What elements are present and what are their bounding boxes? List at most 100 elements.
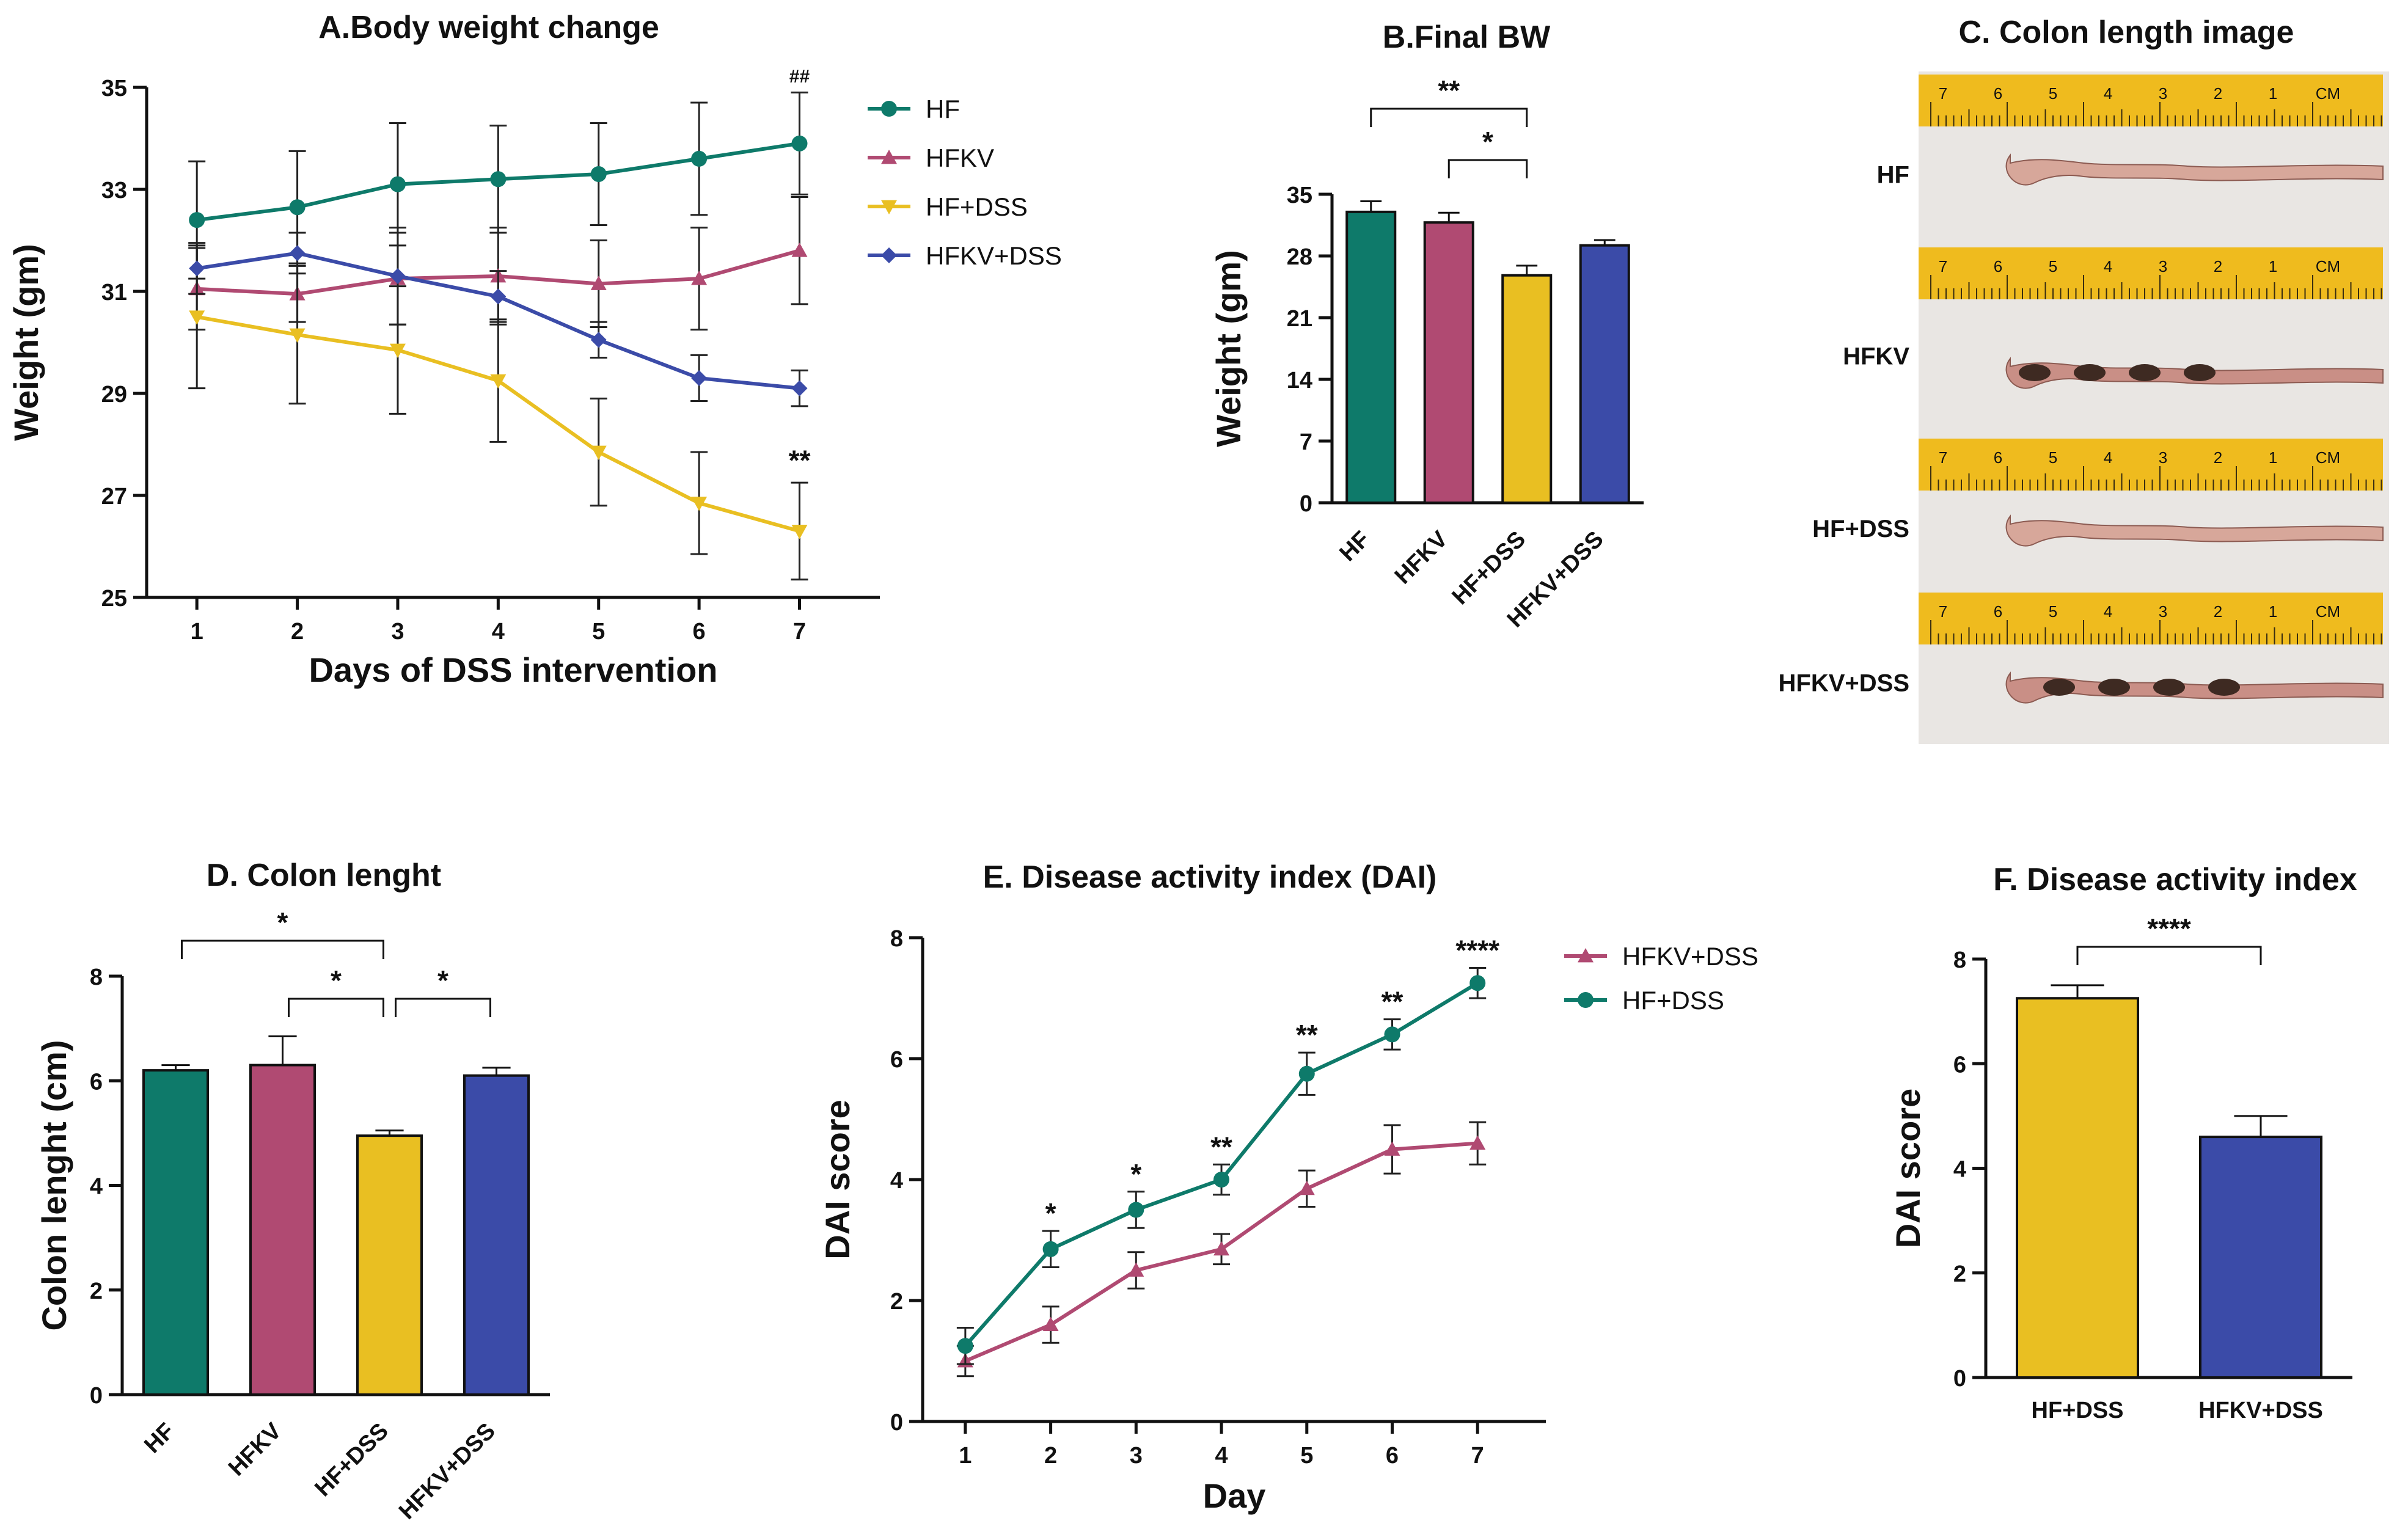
x-tick-label: 6 (1386, 1443, 1399, 1469)
data-point (1469, 975, 1486, 991)
x-tick-label: 5 (592, 619, 605, 644)
y-tick-label: 0 (1300, 491, 1312, 517)
chart-F: F. Disease activity index 0 2 4 6 8 HF+DSS HFKV… (1889, 862, 2357, 1423)
y-tick-label: 6 (90, 1069, 103, 1095)
ruler-digit: 5 (2049, 257, 2057, 276)
ruler-digit: 1 (2269, 257, 2277, 276)
x-tick-label: HFKV+DSS (2198, 1398, 2323, 1423)
ruler-digit: 3 (2159, 448, 2167, 467)
significance-label: **** (2147, 913, 2191, 944)
significance-label: ** (1296, 1019, 1318, 1051)
colon-photo-2: 7 6 5 4 3 2 1 CM (1919, 436, 2389, 589)
y-axis-label: DAI score (1889, 1089, 1927, 1248)
significance-label: * (277, 907, 288, 938)
y-tick-label: 0 (890, 1410, 903, 1436)
x-tick-label: 5 (1300, 1443, 1313, 1469)
colon-photo-1: 7 6 5 4 3 2 1 CM (1919, 244, 2389, 436)
x-tick-label: 3 (391, 619, 404, 644)
data-point (957, 1338, 973, 1354)
data-point (389, 343, 406, 359)
bar-hfkv (1423, 221, 1474, 504)
data-point (791, 135, 808, 151)
significance-label: ** (789, 445, 811, 476)
legend-marker (1578, 948, 1594, 963)
data-point (791, 243, 808, 257)
significance-label: * (331, 965, 342, 996)
x-tick-label: 2 (1044, 1443, 1057, 1469)
x-tick-label: 7 (1471, 1443, 1484, 1469)
chart-title: A.Body weight change (318, 10, 659, 45)
x-axis-label: Days of DSS intervention (309, 651, 717, 689)
ruler-digit: CM (2316, 84, 2340, 103)
y-tick-label: 2 (1953, 1261, 1966, 1287)
photo-label: HFKV+DSS (1779, 670, 1910, 697)
legend-marker (881, 247, 897, 263)
ruler-digit: 1 (2269, 448, 2277, 467)
chart-title: D. Colon lenght (207, 858, 441, 893)
y-tick-label: 4 (890, 1168, 903, 1194)
data-point (1469, 1135, 1486, 1150)
data-point (1042, 1241, 1059, 1257)
fecal-pellet (2208, 679, 2240, 696)
y-axis-label: Weight (gm) (1209, 250, 1248, 447)
y-tick-label: 8 (1953, 947, 1966, 973)
ruler-digit: 5 (2049, 84, 2057, 103)
data-point (189, 310, 205, 325)
photo-label: HF (1877, 162, 1909, 189)
fecal-pellet (2153, 679, 2185, 696)
series-hf (188, 91, 808, 280)
series-hf (956, 967, 1487, 1365)
y-tick-label: 6 (1953, 1052, 1966, 1078)
significance-bracket (395, 998, 491, 1017)
data-point (590, 332, 607, 348)
data-point (1213, 1241, 1230, 1256)
y-tick-label: 2 (90, 1279, 103, 1304)
ruler-digit: 1 (2269, 602, 2277, 621)
data-point (1128, 1202, 1144, 1218)
y-tick-label: 14 (1287, 368, 1312, 393)
chart-title: B.Final BW (1383, 20, 1551, 55)
data-point (1298, 1065, 1315, 1082)
panel-c-colon-images: C. Colon length image 7 6 5 4 3 2 1 CM HF 7 6 5 4 3 2 1 C… (1779, 15, 2389, 744)
y-tick-label: 33 (101, 178, 127, 203)
fecal-pellet (2129, 364, 2161, 381)
y-tick-label: 35 (101, 76, 127, 101)
y-tick-label: 8 (890, 926, 903, 952)
significance-bracket (2076, 946, 2262, 965)
ruler-digit: 5 (2049, 602, 2057, 621)
chart-title: F. Disease activity index (1993, 862, 2357, 897)
y-tick-label: 0 (90, 1383, 103, 1409)
x-axis-label: Day (1203, 1476, 1266, 1515)
chart-A: A.Body weight change 25 27 29 31 33 35 1 2 3 4 5 6 7 D… (7, 10, 1062, 689)
data-point (1128, 1262, 1144, 1277)
data-point (691, 150, 708, 167)
data-point (389, 176, 406, 192)
ruler-digit: 7 (1939, 602, 1947, 621)
ruler-digit: 3 (2159, 257, 2167, 276)
y-tick-label: 25 (101, 586, 127, 611)
significance-label: * (1130, 1158, 1141, 1190)
ruler-digit: CM (2316, 448, 2340, 467)
x-tick-label: 4 (492, 619, 505, 644)
ruler-digit: 2 (2214, 602, 2222, 621)
ruler-digit: 7 (1939, 84, 1947, 103)
legend-label: HFKV+DSS (1622, 942, 1758, 971)
ruler-digit: 3 (2159, 84, 2167, 103)
bar-hfkvdss (2199, 1136, 2322, 1379)
data-point (791, 525, 808, 539)
y-tick-label: 21 (1287, 306, 1312, 332)
data-point (189, 212, 205, 228)
data-point (590, 276, 607, 290)
ruler-digit: 2 (2214, 257, 2222, 276)
chart-title: E. Disease activity index (DAI) (983, 859, 1437, 895)
significance-bracket (1370, 108, 1528, 127)
colon-specimen (2005, 153, 2384, 186)
chart-E: E. Disease activity index (DAI) 0 2 4 6 8 1 2 3 4… (818, 859, 1758, 1515)
fecal-pellet (2019, 364, 2051, 381)
data-point (691, 497, 708, 511)
ruler-digit: CM (2316, 602, 2340, 621)
bar-hfdss (2016, 997, 2139, 1379)
photo-label: HF+DSS (1812, 516, 1909, 542)
y-axis-label: DAI score (818, 1100, 857, 1259)
